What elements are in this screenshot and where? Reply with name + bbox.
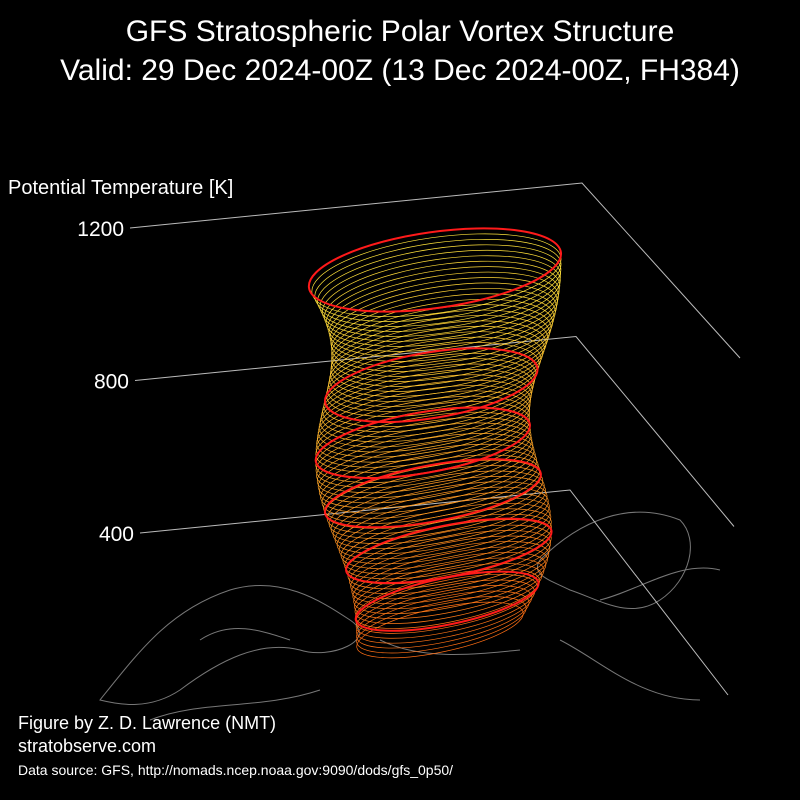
isentrope [316,422,533,494]
isentrope [330,288,556,367]
isentrope [321,449,539,519]
grid-line [134,335,735,527]
isentrope [353,552,547,615]
isentrope [354,563,543,624]
chart-title: GFS Stratospheric Polar Vortex Structure [126,15,675,48]
isentrope [329,282,557,362]
credit: Figure by Z. D. Lawrence (NMT) [18,713,276,733]
isentrope [329,326,545,402]
z-tick-label: 1200 [77,218,124,241]
isentrope [332,481,548,550]
isentrope [340,502,552,570]
isentrope [352,546,548,610]
isentrope [315,417,532,488]
isentrope [328,277,558,357]
vortex-surface [307,227,563,659]
isentrope [328,470,545,539]
vortex-edge [323,347,539,423]
data-source: Data source: GFS, http://nomads.ncep.noa… [18,762,453,778]
isentrope [328,331,543,407]
isentrope [319,369,533,443]
isentrope [334,486,549,555]
axes: 400 800 1200 [77,182,741,696]
vortex-edge [323,458,542,529]
coastline-map [99,511,721,721]
isentrope [329,320,547,397]
grid-line [139,489,729,696]
vortex-edge [345,517,553,584]
vortex-edge [314,406,531,480]
isentrope [320,443,538,514]
isentrope [330,476,547,544]
isentrope [330,315,549,392]
isentrope [318,438,536,509]
grid-line [129,182,741,359]
isentrope [317,379,531,453]
website: stratobserve.com [18,736,156,756]
isentrope [336,492,550,560]
z-tick-label: 400 [99,523,134,546]
isentrope [331,309,550,387]
z-axis-label: Potential Temperature [K] [8,177,233,199]
z-tick-label: 800 [94,371,129,394]
isentrope [354,557,545,619]
isentrope [338,497,551,565]
chart-subtitle: Valid: 29 Dec 2024-00Z (13 Dec 2024-00Z,… [60,54,740,87]
isentrope [318,374,532,448]
vortex-edge [307,227,563,313]
isentrope [317,433,535,504]
